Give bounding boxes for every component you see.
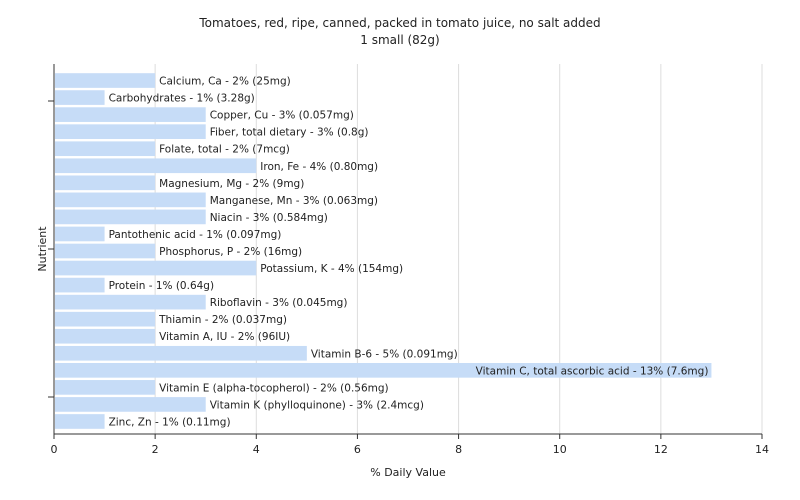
bar (55, 243, 156, 259)
bar-label: Vitamin E (alpha-tocopherol) - 2% (0.56m… (159, 382, 389, 394)
bars-group (55, 73, 712, 429)
x-axis-title: % Daily Value (370, 466, 446, 479)
bar (55, 345, 307, 361)
x-tick-label: 4 (253, 443, 260, 456)
bar-label: Folate, total - 2% (7mcg) (159, 144, 290, 156)
bar-label: Pantothenic acid - 1% (0.097mg) (109, 229, 282, 241)
bar-label: Iron, Fe - 4% (0.80mg) (260, 161, 378, 173)
bar (55, 158, 257, 174)
x-tick-label: 6 (354, 443, 361, 456)
bar (55, 380, 156, 395)
x-tick-label: 2 (152, 443, 159, 456)
bar (55, 328, 156, 344)
x-tick-label: 10 (553, 443, 567, 456)
bar (55, 192, 206, 208)
bar-label: Carbohydrates - 1% (3.28g) (109, 93, 255, 105)
bar (55, 107, 206, 122)
bar (55, 124, 206, 139)
bar (55, 73, 156, 88)
y-axis-ticks (48, 100, 54, 398)
bar (55, 277, 105, 293)
y-axis-title: Nutrient (36, 226, 49, 272)
bar-label: Riboflavin - 3% (0.045mg) (210, 297, 348, 309)
x-tick-label: 0 (51, 443, 58, 456)
bar-label: Phosphorus, P - 2% (16mg) (159, 246, 302, 258)
bar (55, 260, 257, 276)
bar-label: Copper, Cu - 3% (0.057mg) (210, 110, 354, 122)
bar (55, 175, 156, 191)
bar-label: Magnesium, Mg - 2% (9mg) (159, 178, 304, 190)
x-tick-label: 12 (654, 443, 668, 456)
bar-label: Calcium, Ca - 2% (25mg) (159, 76, 291, 88)
bar (55, 363, 712, 378)
bar-label: Vitamin K (phylloquinone) - 3% (2.4mcg) (210, 399, 424, 411)
bar (55, 141, 156, 157)
bar-label: Vitamin B-6 - 5% (0.091mg) (311, 348, 458, 360)
x-tick-label: 14 (755, 443, 769, 456)
bar-label: Zinc, Zn - 1% (0.11mg) (109, 416, 231, 428)
bar-label: Vitamin C, total ascorbic acid - 13% (7.… (476, 365, 709, 377)
bar-label: Manganese, Mn - 3% (0.063mg) (210, 195, 378, 207)
x-axis-ticks: 0 2 4 6 8 10 12 14 (51, 434, 769, 456)
bar (55, 294, 206, 310)
bar-label: Potassium, K - 4% (154mg) (260, 263, 403, 275)
bar (55, 397, 206, 412)
bar-label: Vitamin A, IU - 2% (96IU) (159, 331, 290, 343)
bar (55, 226, 105, 242)
bar (55, 414, 105, 429)
chart-title: Tomatoes, red, ripe, canned, packed in t… (198, 16, 600, 30)
bar (55, 90, 105, 105)
x-tick-label: 8 (455, 443, 462, 456)
bar-label: Niacin - 3% (0.584mg) (210, 212, 328, 224)
bar (55, 311, 156, 327)
bar (55, 209, 206, 225)
bar-labels-group: Calcium, Ca - 2% (25mg) Carbohydrates - 1… (109, 76, 709, 429)
bar-label: Fiber, total dietary - 3% (0.8g) (210, 127, 369, 139)
bar-label: Protein - 1% (0.64g) (109, 280, 215, 292)
bar-label: Thiamin - 2% (0.037mg) (158, 314, 287, 326)
chart-subtitle: 1 small (82g) (360, 33, 439, 47)
